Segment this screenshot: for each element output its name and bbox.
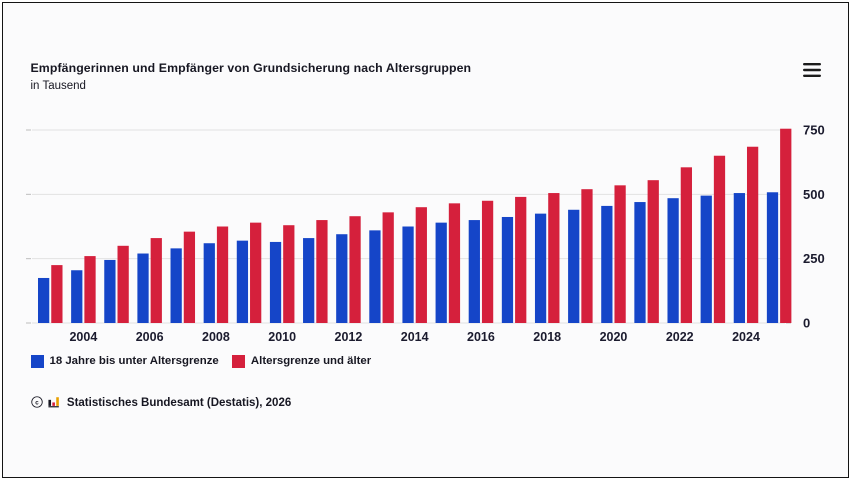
svg-text:2016: 2016 xyxy=(467,330,495,344)
svg-text:0: 0 xyxy=(803,315,810,330)
svg-text:2024: 2024 xyxy=(732,330,760,344)
svg-text:2022: 2022 xyxy=(665,330,693,344)
svg-text:250: 250 xyxy=(803,251,825,266)
svg-text:2020: 2020 xyxy=(599,330,627,344)
svg-text:2018: 2018 xyxy=(533,330,561,344)
svg-text:750: 750 xyxy=(803,122,825,137)
svg-text:2006: 2006 xyxy=(135,330,163,344)
svg-text:500: 500 xyxy=(803,186,825,201)
svg-text:2014: 2014 xyxy=(400,330,428,344)
svg-text:2004: 2004 xyxy=(69,330,97,344)
svg-text:2012: 2012 xyxy=(334,330,362,344)
svg-text:c: c xyxy=(35,399,39,406)
svg-text:2010: 2010 xyxy=(268,330,296,344)
svg-text:2008: 2008 xyxy=(202,330,230,344)
